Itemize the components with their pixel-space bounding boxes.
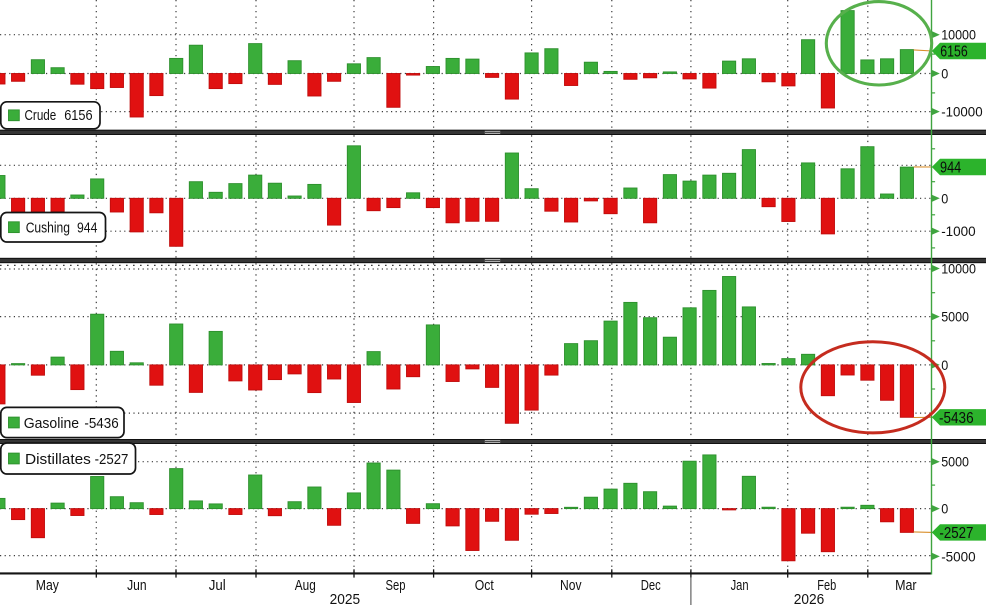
svg-text:944: 944 — [940, 160, 961, 177]
svg-text:10000: 10000 — [941, 262, 976, 277]
svg-text:-5436: -5436 — [939, 410, 974, 427]
svg-text:944: 944 — [77, 221, 97, 237]
svg-text:Distillates: Distillates — [25, 452, 91, 468]
svg-text:5000: 5000 — [941, 310, 969, 325]
svg-text:Jun: Jun — [127, 578, 147, 594]
svg-text:0: 0 — [941, 67, 948, 82]
svg-text:0: 0 — [941, 191, 948, 206]
svg-text:2025: 2025 — [330, 592, 361, 605]
svg-text:Crude: Crude — [25, 108, 57, 124]
svg-text:Oct: Oct — [475, 578, 494, 594]
svg-text:-2527: -2527 — [939, 525, 973, 542]
svg-text:Sep: Sep — [386, 578, 406, 594]
svg-text:5000: 5000 — [941, 455, 969, 470]
svg-text:0: 0 — [941, 358, 948, 373]
svg-text:Gasoline: Gasoline — [24, 416, 79, 432]
svg-text:6156: 6156 — [64, 108, 92, 124]
svg-text:2026: 2026 — [794, 592, 825, 605]
svg-text:Aug: Aug — [295, 578, 316, 594]
svg-text:Cushing: Cushing — [26, 221, 70, 237]
svg-text:6156: 6156 — [940, 44, 968, 61]
svg-text:-5436: -5436 — [84, 416, 118, 432]
svg-text:May: May — [36, 578, 60, 594]
svg-text:-2527: -2527 — [95, 452, 129, 468]
svg-text:Jul: Jul — [209, 578, 226, 594]
svg-text:Nov: Nov — [560, 578, 582, 594]
svg-text:Jan: Jan — [731, 578, 749, 594]
svg-text:-1000: -1000 — [941, 224, 976, 239]
svg-text:-5000: -5000 — [941, 549, 976, 564]
svg-text:10000: 10000 — [941, 28, 976, 43]
svg-text:Mar: Mar — [895, 578, 917, 594]
svg-text:-10000: -10000 — [941, 105, 983, 120]
svg-text:Dec: Dec — [641, 578, 661, 594]
svg-text:0: 0 — [941, 502, 948, 517]
